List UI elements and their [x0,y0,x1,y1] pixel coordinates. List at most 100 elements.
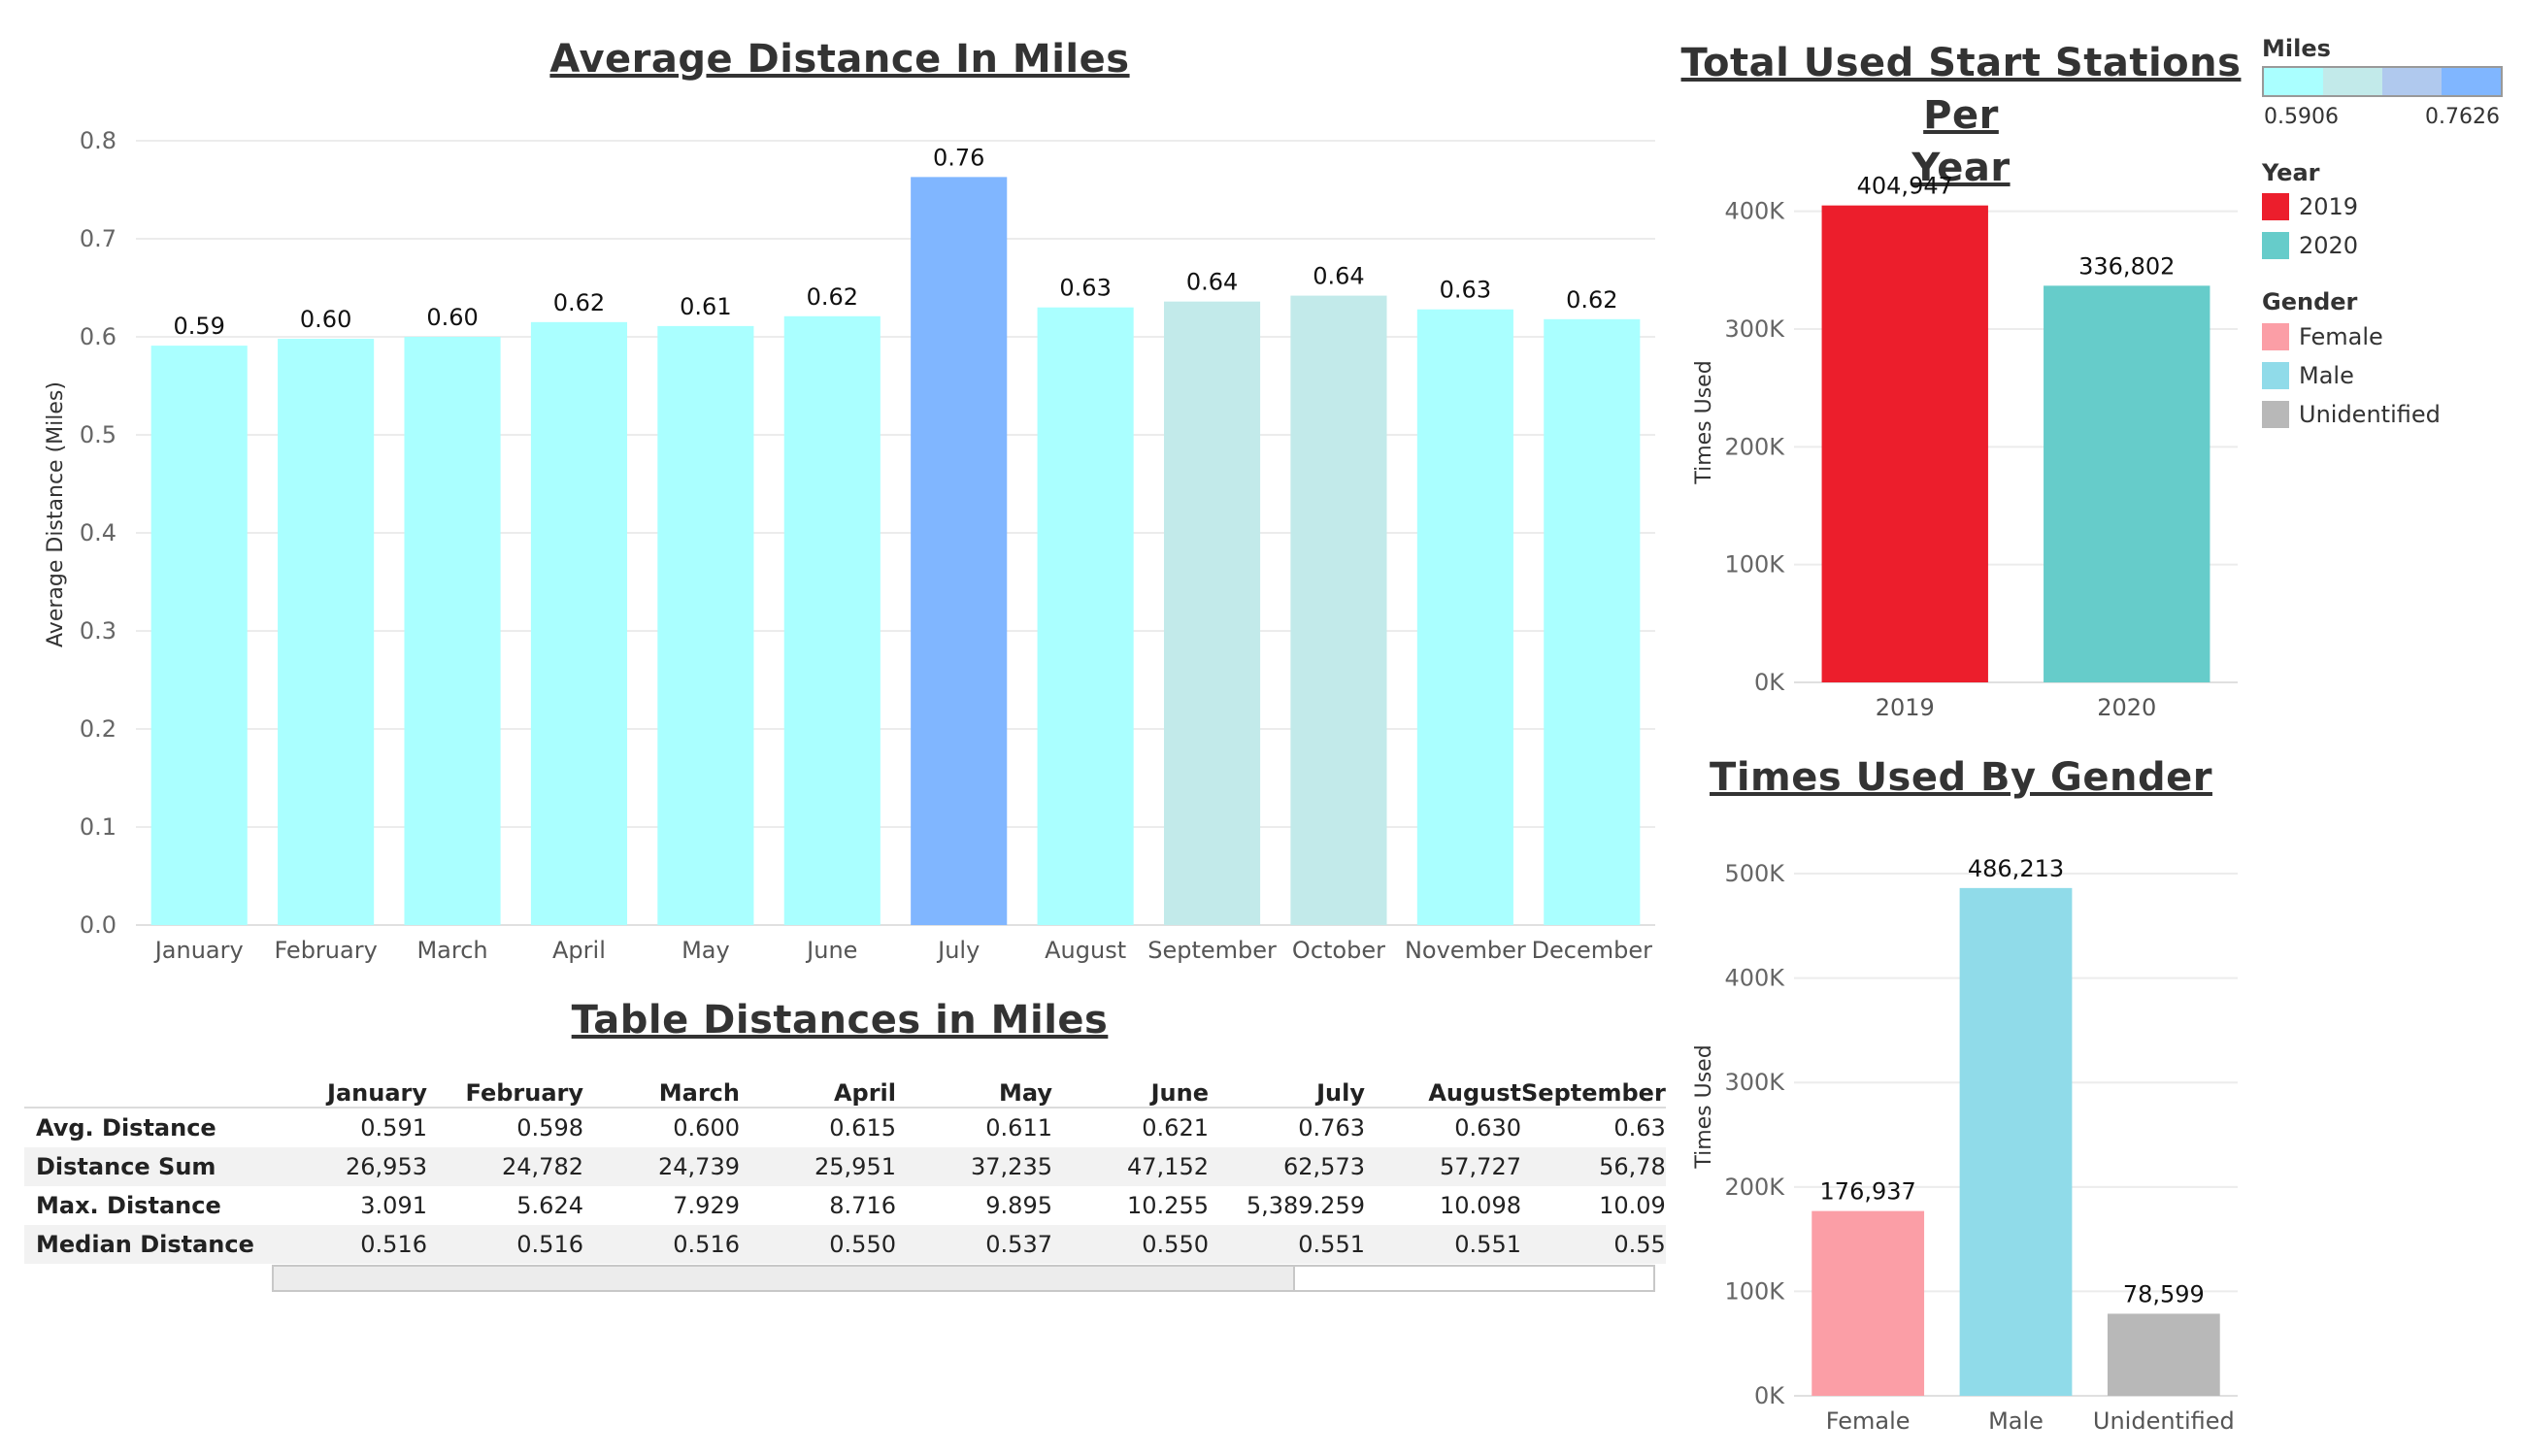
data-label: 0.63 [1440,277,1491,304]
table-cell: 0.763 [1298,1114,1365,1142]
table-cell: 25,951 [740,1147,896,1186]
y-tick-label: 0.6 [80,323,116,350]
table-cell: 0.591 [360,1114,427,1142]
table-row: Distance Sum 26,953 24,782 24,739 25,951… [24,1147,1666,1186]
table-cell: 62,573 [1209,1147,1365,1186]
legend-label: Unidentified [2299,401,2441,428]
y-tick-label: 400K [1724,965,1785,992]
x-category-label: September [1147,937,1277,964]
table-cell: 0.550 [740,1225,896,1264]
bar[interactable] [911,177,1008,925]
table-col-header: July [1209,1068,1365,1109]
gender-legend-title: Gender [2262,288,2358,315]
table-cell: 8.716 [829,1192,896,1219]
table-cell: 0.611 [985,1114,1052,1142]
data-label: 0.61 [680,293,731,320]
table-cell: 9.895 [985,1192,1052,1219]
x-category-label: June [805,937,857,964]
table-col-header: May [896,1068,1052,1109]
bar[interactable] [2044,285,2210,682]
bar[interactable] [1163,301,1261,925]
y-tick-label: 0.2 [80,715,116,743]
data-label: 0.59 [173,313,224,340]
miles-legend-title: Miles [2262,35,2331,62]
ramp-segment [2264,68,2323,95]
scrollbar-thumb[interactable] [274,1267,1295,1290]
y-tick-label: 300K [1724,1069,1785,1096]
row-header: Avg. Distance [36,1114,216,1142]
table-col-header: February [427,1068,583,1109]
data-label: 0.60 [426,304,478,331]
bar[interactable] [150,346,248,926]
table-cell: 5.624 [516,1192,583,1219]
table-horizontal-scrollbar[interactable] [272,1265,1655,1292]
ramp-segment [2323,68,2382,95]
table-cell: 0.516 [272,1225,427,1264]
table-cell: 57,727 [1365,1147,1521,1186]
table-cell: 0.621 [1142,1114,1209,1142]
bar[interactable] [1811,1210,1925,1396]
table-col-header: June [1052,1068,1209,1109]
x-category-label: August [1045,937,1126,964]
legend-item-unidentified[interactable]: Unidentified [2262,400,2441,429]
x-category-label: 2020 [2097,694,2156,721]
legend-item-female[interactable]: Female [2262,322,2383,351]
y-tick-label: 300K [1724,315,1785,343]
bar[interactable] [1037,307,1134,925]
data-label: 486,213 [1968,855,2064,882]
table-cell: 37,235 [896,1147,1052,1186]
x-category-label: April [552,937,606,964]
avg-y-axis-title: Average Distance (Miles) [44,381,68,647]
miles-color-ramp[interactable] [2262,66,2503,97]
bar[interactable] [1821,205,1988,682]
legend-item-male[interactable]: Male [2262,361,2354,390]
data-label: 0.62 [553,289,605,316]
data-label: 0.63 [1059,275,1111,302]
legend-item-2020[interactable]: 2020 [2262,231,2358,260]
table-cell: 0.537 [896,1225,1052,1264]
bar[interactable] [657,325,754,925]
y-tick-label: 0.5 [80,421,116,448]
data-label: 0.64 [1313,263,1364,290]
miles-legend-max: 0.7626 [2425,105,2500,129]
legend-label: 2020 [2299,232,2359,259]
table-header-row: January February March April May June Ju… [24,1068,1666,1109]
x-category-label: December [1532,937,1653,964]
bar[interactable] [530,321,628,926]
table-cell: 0.630 [1454,1114,1521,1142]
y-tick-label: 0.8 [80,127,116,154]
bar[interactable] [783,315,881,925]
bar[interactable] [2107,1313,2220,1396]
row-header: Distance Sum [24,1147,272,1186]
table-col-header: September [1521,1068,1666,1109]
table-cell: 0.551 [1365,1225,1521,1264]
x-category-label: November [1405,937,1526,964]
bar[interactable] [404,337,501,925]
y-tick-label: 100K [1724,551,1785,579]
legend-label: Male [2299,362,2354,389]
bar[interactable] [1544,318,1641,925]
bar[interactable] [278,339,375,925]
avg-chart-title: Average Distance In Miles [549,37,1130,82]
ramp-segment [2382,68,2442,95]
row-header: Median Distance [24,1225,272,1264]
x-category-label: Unidentified [2093,1407,2235,1435]
table-cell: 56,78 [1521,1147,1666,1186]
y-tick-label: 100K [1724,1277,1785,1305]
bar[interactable] [1416,309,1513,926]
legend-item-2019[interactable]: 2019 [2262,192,2358,221]
year-chart-title-line2: Year [1911,146,2011,190]
bar[interactable] [1959,887,2073,1396]
gender-y-axis-title: Times Used [1692,1044,1716,1169]
table-row: Max. Distance 3.091 5.624 7.929 8.716 9.… [24,1186,1666,1225]
table-title: Table Distances in Miles [571,998,1109,1042]
table-cell: 10.255 [1127,1192,1209,1219]
table-cell: 5,389.259 [1246,1192,1365,1219]
table-col-header: January [272,1068,427,1109]
bar[interactable] [1290,295,1387,926]
year-legend-title: Year [2262,159,2320,186]
table-col-header: August [1365,1068,1521,1109]
year-y-axis-title: Times Used [1692,360,1716,484]
legend-swatch [2262,193,2289,220]
